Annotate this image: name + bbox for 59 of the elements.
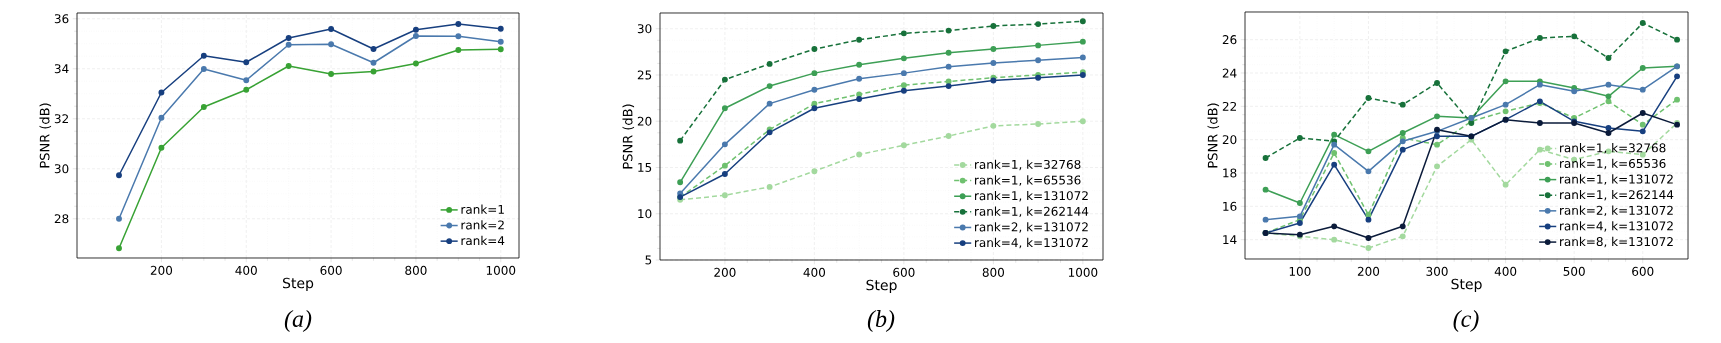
y-tick-label: 20	[1222, 135, 1237, 145]
x-tick-label: 1000	[1068, 267, 1098, 277]
y-tick-label: 16	[1223, 201, 1237, 211]
y-tick-label: 26	[1222, 35, 1237, 45]
y-tick-label: 30	[637, 24, 652, 34]
legend-label: rank=1, k=65536	[975, 175, 1081, 186]
y-axis-title: PSNR (dB)	[1207, 103, 1220, 168]
legend-label: rank=1, k=262144	[1560, 189, 1674, 201]
y-tick-label: 14	[1223, 235, 1237, 245]
y-axis-title: PSNR (dB)	[622, 104, 635, 169]
y-tick-label: 22	[1222, 101, 1237, 111]
x-tick-label: 600	[893, 267, 915, 277]
x-tick-label: 1000	[486, 265, 516, 275]
x-axis-title: Step	[282, 277, 314, 292]
text: (c)	[1453, 310, 1479, 332]
legend-label: rank=1, k=262144	[975, 206, 1089, 218]
legend-label: rank=1, k=32768	[975, 159, 1081, 171]
text: (a)	[284, 310, 312, 332]
y-axis-title: PSNR (dB)	[39, 103, 52, 168]
x-axis-title: Step	[1451, 278, 1482, 293]
legend-label: rank=2, k=131072	[1560, 205, 1673, 217]
x-tick-label: 600	[320, 265, 342, 275]
x-axis-title: Step	[866, 279, 897, 294]
y-tick-label: 5	[645, 255, 652, 265]
legend-label: rank=2	[461, 220, 504, 230]
x-tick-label: 300	[1426, 266, 1448, 276]
x-tick-label: 400	[235, 265, 257, 275]
text: (b)	[867, 310, 895, 332]
legend-label: rank=4, k=131072	[975, 237, 1088, 249]
legend-label: rank=4	[461, 235, 505, 246]
x-tick-label: 100	[1289, 266, 1311, 276]
x-tick-label: 800	[982, 267, 1005, 277]
x-tick-label: 600	[1632, 266, 1654, 276]
y-tick-label: 10	[638, 209, 652, 219]
legend-label: rank=1, k=131072	[975, 190, 1088, 202]
y-tick-label: 28	[54, 214, 69, 224]
x-tick-label: 200	[714, 267, 736, 277]
legend-label: rank=2, k=131072	[975, 222, 1088, 233]
y-tick-label: 36	[54, 14, 69, 24]
legend-label: rank=1, k=32768	[1560, 143, 1666, 154]
y-tick-label: 18	[1223, 168, 1237, 178]
y-tick-label: 34	[54, 64, 69, 74]
legend-label: rank=4, k=131072	[1560, 221, 1673, 232]
x-tick-label: 200	[1357, 266, 1380, 276]
y-tick-label: 24	[1222, 68, 1237, 78]
legend-label: rank=1, k=131072	[1560, 174, 1673, 185]
y-tick-label: 20	[637, 116, 652, 126]
x-tick-label: 800	[405, 265, 427, 275]
x-tick-label: 400	[1494, 266, 1517, 276]
y-tick-label: 25	[637, 70, 652, 80]
legend-label: rank=8, k=131072	[1560, 236, 1673, 248]
legend-label: rank=1, k=65536	[1560, 158, 1666, 170]
y-tick-label: 30	[54, 164, 69, 174]
x-tick-label: 200	[150, 265, 173, 275]
legend-label: rank=1	[461, 204, 504, 214]
x-tick-label: 500	[1563, 266, 1585, 276]
y-tick-label: 32	[54, 114, 68, 124]
y-tick-label: 15	[638, 163, 652, 172]
x-tick-label: 400	[803, 267, 826, 277]
